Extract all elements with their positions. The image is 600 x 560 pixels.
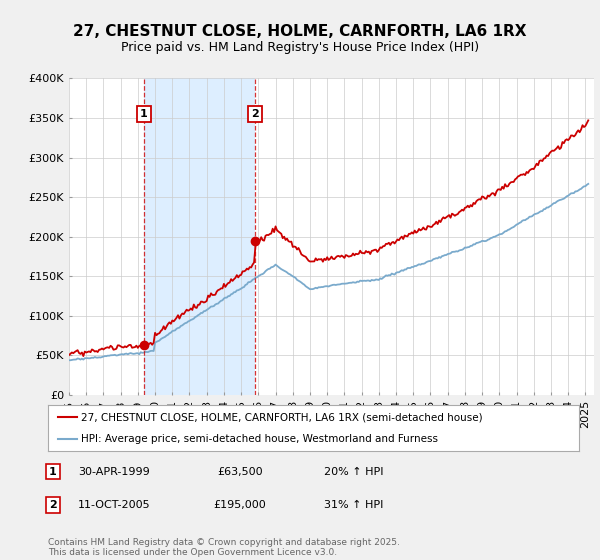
Text: Contains HM Land Registry data © Crown copyright and database right 2025.
This d: Contains HM Land Registry data © Crown c… xyxy=(48,538,400,557)
Text: £63,500: £63,500 xyxy=(217,466,263,477)
Text: 27, CHESTNUT CLOSE, HOLME, CARNFORTH, LA6 1RX: 27, CHESTNUT CLOSE, HOLME, CARNFORTH, LA… xyxy=(73,24,527,39)
Text: HPI: Average price, semi-detached house, Westmorland and Furness: HPI: Average price, semi-detached house,… xyxy=(82,434,439,444)
Text: 11-OCT-2005: 11-OCT-2005 xyxy=(77,500,151,510)
Text: 31% ↑ HPI: 31% ↑ HPI xyxy=(325,500,383,510)
Bar xyxy=(143,78,254,395)
Text: £195,000: £195,000 xyxy=(214,500,266,510)
Text: 2: 2 xyxy=(251,109,259,119)
Text: 2: 2 xyxy=(49,500,56,510)
Text: 1: 1 xyxy=(49,466,56,477)
Text: 30-APR-1999: 30-APR-1999 xyxy=(78,466,150,477)
Text: 20% ↑ HPI: 20% ↑ HPI xyxy=(324,466,384,477)
Text: Price paid vs. HM Land Registry's House Price Index (HPI): Price paid vs. HM Land Registry's House … xyxy=(121,40,479,54)
Text: 27, CHESTNUT CLOSE, HOLME, CARNFORTH, LA6 1RX (semi-detached house): 27, CHESTNUT CLOSE, HOLME, CARNFORTH, LA… xyxy=(82,412,483,422)
Text: 1: 1 xyxy=(140,109,148,119)
